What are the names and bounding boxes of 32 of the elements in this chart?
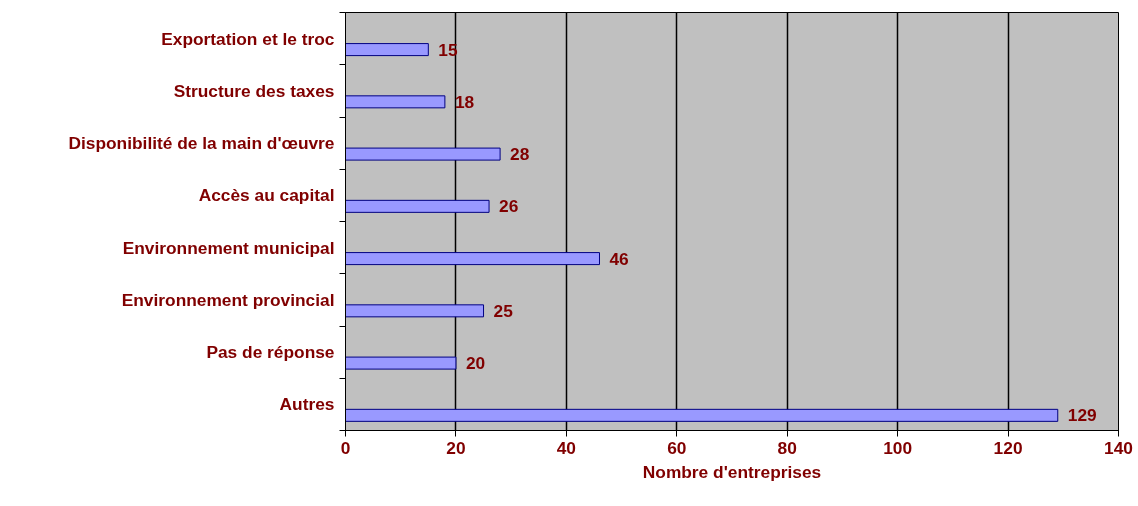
x-tick-label: 20: [446, 437, 466, 458]
y-tick-label: Autres: [279, 394, 335, 415]
bar: [345, 252, 600, 266]
x-axis-title: Nombre d'entreprises: [642, 461, 822, 482]
x-tick-label: 100: [883, 437, 913, 458]
data-label: 28: [510, 144, 530, 165]
bar: [345, 95, 446, 109]
data-label: 25: [493, 300, 514, 321]
data-label: 18: [454, 91, 475, 112]
y-tick-label: Accès au capital: [198, 185, 335, 206]
x-tick-label: 0: [340, 437, 351, 458]
y-tick-label: Pas de réponse: [206, 342, 335, 363]
y-tick-label: Structure des taxes: [173, 80, 335, 101]
data-label: 46: [609, 248, 630, 269]
bar: [345, 199, 490, 213]
data-label: 20: [465, 353, 486, 374]
y-tick-label: Environnement municipal: [122, 237, 335, 258]
bar: [345, 147, 501, 161]
y-tick-label: Exportation et le troc: [161, 28, 335, 49]
x-tick-label: 140: [1104, 437, 1133, 458]
bar: [345, 408, 1059, 422]
data-label: 26: [499, 196, 519, 217]
bar: [345, 304, 485, 318]
bar: [345, 43, 429, 57]
x-tick-label: 120: [993, 437, 1023, 458]
y-tick-label: Environnement provincial: [121, 289, 335, 310]
data-label: 129: [1067, 405, 1097, 426]
x-tick-label: 60: [667, 437, 687, 458]
y-tick-label: Disponibilité de la main d'œuvre: [68, 133, 335, 154]
x-tick-label: 80: [777, 437, 797, 458]
bar: [345, 356, 457, 370]
x-tick-label: 40: [556, 437, 576, 458]
